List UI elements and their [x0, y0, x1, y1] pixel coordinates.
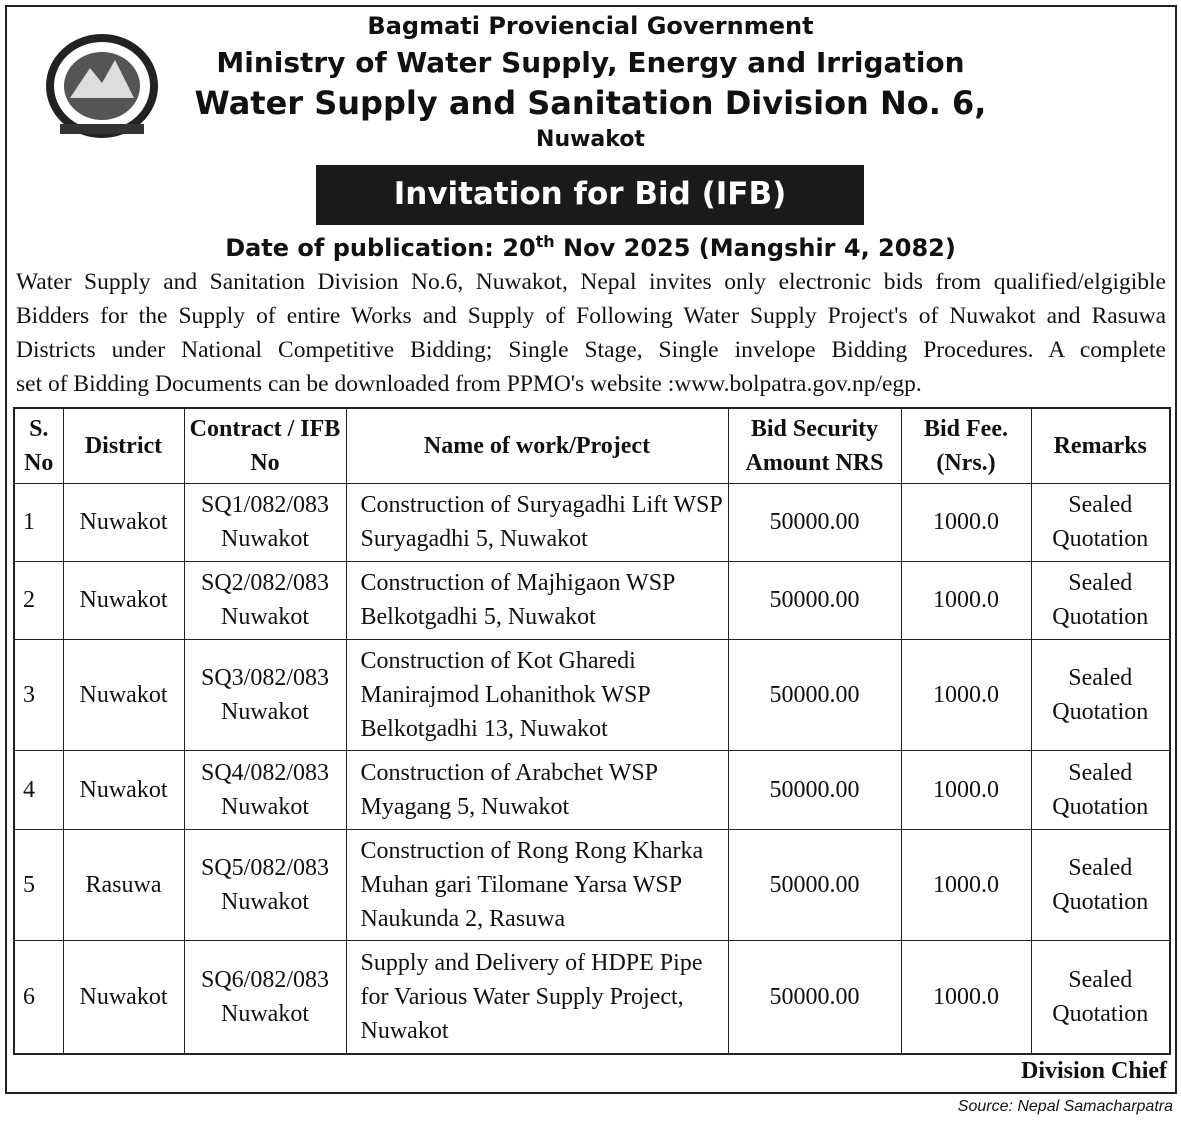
table-cell: Nuwakot	[62, 939, 185, 1055]
table-cell: Construction of Suryagadhi Lift WSP Sury…	[345, 482, 729, 562]
table-cell: Sealed Quotation	[1030, 638, 1171, 751]
bid-table: S. No District Contract / IFB No Name of wo…	[13, 407, 1171, 1055]
table-row: 3 Nuwakot SQ3/082/083 Nuwakot Construction …	[13, 638, 1171, 751]
body-line: Bidders for the Supply of entire Works a…	[16, 303, 1166, 329]
table-cell: Supply and Delivery of HDPE Pipe for Var…	[345, 939, 729, 1055]
table-cell: SQ1/082/083 Nuwakot	[183, 482, 347, 562]
table-cell: Construction of Majhigaon WSP Belkotgadh…	[345, 560, 729, 640]
table-cell: Sealed Quotation	[1030, 749, 1171, 830]
table-cell: Construction of Rong Rong Kharka Muhan g…	[345, 828, 729, 941]
column-header: S. No	[13, 407, 64, 484]
table-cell: 1000.0	[900, 749, 1032, 830]
source: Source: Nepal Samacharpatra	[957, 1098, 1173, 1115]
column-header: District	[62, 407, 185, 484]
table-cell: SQ4/082/083 Nuwakot	[183, 749, 347, 830]
column-header: Contract / IFB No	[183, 407, 347, 484]
table-cell: 50000.00	[727, 560, 902, 640]
table-cell: Sealed Quotation	[1030, 560, 1171, 640]
table-cell: Sealed Quotation	[1030, 482, 1171, 562]
table-cell: 50000.00	[727, 828, 902, 941]
ministry: Ministry of Water Supply, Energy and Irr…	[216, 46, 965, 79]
table-cell: 50000.00	[727, 749, 902, 830]
banner: Invitation for Bid (IFB)	[316, 165, 864, 225]
division: Water Supply and Sanitation Division No.…	[194, 84, 987, 122]
table-cell: 2	[13, 560, 64, 640]
table-row: 4 Nuwakot SQ4/082/083 Nuwakot Construction …	[13, 749, 1171, 830]
table-cell: 5	[13, 828, 64, 941]
government: Bagmati Proviencial Government	[367, 12, 814, 40]
date-prefix: Date of publication: 20	[225, 234, 536, 262]
table-cell: Sealed Quotation	[1030, 939, 1171, 1055]
table-row: 6 Nuwakot SQ6/082/083 Nuwakot Supply and De…	[13, 939, 1171, 1055]
table-cell: SQ5/082/083 Nuwakot	[183, 828, 347, 941]
body-line: Districts under National Competitive Bid…	[16, 337, 1166, 363]
date-sup: th	[535, 232, 555, 251]
column-header: Name of work/Project	[345, 407, 729, 484]
table-row: 2 Nuwakot SQ2/082/083 Nuwakot Construction …	[13, 560, 1171, 640]
table-cell: 50000.00	[727, 482, 902, 562]
table-row: 1 Nuwakot SQ1/082/083 Nuwakot Construction …	[13, 482, 1171, 562]
table-cell: Nuwakot	[62, 749, 185, 830]
body-text: Water Supply and Sanitation Division No.…	[16, 265, 1166, 401]
table-cell: Construction of Arabchet WSP Myagang 5, …	[345, 749, 729, 830]
table-cell: Sealed Quotation	[1030, 828, 1171, 941]
table-cell: 50000.00	[727, 939, 902, 1055]
column-header: Remarks	[1030, 407, 1171, 484]
table-cell: 3	[13, 638, 64, 751]
table-cell: 1000.0	[900, 638, 1032, 751]
table-cell: 4	[13, 749, 64, 830]
table-cell: 1	[13, 482, 64, 562]
table-cell: 1000.0	[900, 560, 1032, 640]
table-cell: SQ6/082/083 Nuwakot	[183, 939, 347, 1055]
table-cell: 50000.00	[727, 638, 902, 751]
column-header: Bid Security Amount NRS	[727, 407, 902, 484]
table-cell: Nuwakot	[62, 638, 185, 751]
publication-date: Date of publication: 20th Nov 2025 (Mang…	[0, 232, 1181, 262]
table-cell: Nuwakot	[62, 560, 185, 640]
header-row: S. No District Contract / IFB No Name of wo…	[13, 407, 1171, 484]
table-cell: 1000.0	[900, 482, 1032, 562]
table-cell: SQ2/082/083 Nuwakot	[183, 560, 347, 640]
table-cell: 1000.0	[900, 828, 1032, 941]
table-cell: Nuwakot	[62, 482, 185, 562]
table-cell: Construction of Kot Gharedi Manirajmod L…	[345, 638, 729, 751]
signatory: Division Chief	[1020, 1058, 1167, 1084]
frame	[5, 5, 1177, 1094]
date-suffix: Nov 2025 (Mangshir 4, 2082)	[554, 234, 956, 262]
table-cell: SQ3/082/083 Nuwakot	[183, 638, 347, 751]
table-row: 5 Rasuwa SQ5/082/083 Nuwakot Construction o…	[13, 828, 1171, 941]
table-cell: 1000.0	[900, 939, 1032, 1055]
table-cell: Rasuwa	[62, 828, 185, 941]
body-line: Water Supply and Sanitation Division No.…	[16, 269, 1166, 295]
location: Nuwakot	[536, 127, 645, 152]
column-header: Bid Fee. (Nrs.)	[900, 407, 1032, 484]
emblem	[46, 34, 158, 138]
body-line: set of Bidding Documents can be download…	[16, 371, 922, 397]
table-cell: 6	[13, 939, 64, 1055]
